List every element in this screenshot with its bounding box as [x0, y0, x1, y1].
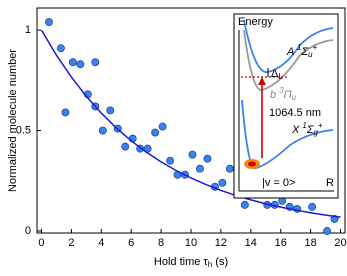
data-point: [98, 126, 107, 135]
data-point: [106, 106, 115, 115]
delta-label: ΔL: [271, 68, 283, 81]
state-mult: 1: [297, 43, 301, 52]
delta-sub: L: [278, 72, 283, 81]
state-label: b 3Πu: [270, 86, 297, 102]
state-letter: A: [286, 46, 297, 58]
molecule-core: [248, 161, 256, 167]
data-point: [240, 200, 249, 209]
state-sub: g: [313, 128, 318, 137]
data-point: [166, 156, 175, 165]
arrow-head: [258, 77, 266, 85]
state-label: A 1Σu+: [286, 43, 318, 59]
state-sub: u: [308, 50, 313, 59]
x-tick-label: 14: [245, 237, 257, 249]
inset-r-label: R: [326, 177, 334, 189]
data-point: [68, 58, 77, 67]
a-curve: [243, 19, 334, 73]
x-tick-label: 6: [128, 237, 134, 249]
data-point: [91, 58, 100, 67]
state-mult: 1: [302, 121, 306, 130]
state-symbol: Σ: [300, 46, 308, 58]
state-letter: b: [270, 89, 279, 101]
x-axis-label: Hold time τh (s): [154, 256, 228, 269]
b-curve: [243, 29, 334, 91]
x-tick-label: 16: [275, 237, 287, 249]
x-tick-label: 12: [215, 237, 227, 249]
state-label: X 1Σg+: [291, 121, 323, 137]
y-tick-label: 1: [25, 24, 31, 36]
inset-energy-label: Energy: [238, 16, 273, 28]
x-label-sub: h: [208, 260, 212, 269]
y-tick-label: 0.5: [16, 124, 31, 136]
x-tick-label: 10: [185, 237, 197, 249]
x-label-text: Hold time τ: [154, 256, 209, 268]
ket-label: |v = 0>: [262, 177, 295, 189]
x-tick-label: 18: [304, 237, 316, 249]
x-tick-label: 20: [334, 237, 346, 249]
data-point: [196, 164, 204, 173]
data-point: [225, 164, 234, 173]
delta-symbol: Δ: [271, 68, 279, 80]
wavelength-label: 1064.5 nm: [269, 107, 321, 119]
data-point: [203, 154, 212, 163]
y-tick-label: 0: [25, 225, 31, 237]
data-point: [56, 44, 65, 53]
y-axis-label: Normalized molecule number: [7, 49, 19, 192]
state-letter: X: [291, 124, 302, 136]
x-curve: [241, 99, 334, 169]
state-sup: +: [313, 43, 318, 52]
state-mult: 3: [279, 86, 284, 95]
data-point: [151, 128, 160, 137]
state-symbol: Σ: [306, 124, 314, 136]
data-point: [121, 142, 130, 151]
data-point: [158, 122, 167, 131]
data-point: [76, 60, 85, 69]
data-point: [45, 18, 53, 27]
data-point: [188, 150, 197, 159]
state-sub: u: [292, 93, 297, 102]
state-sup: +: [318, 121, 323, 130]
fit-line: [40, 29, 341, 218]
x-tick-label: 0: [38, 237, 44, 249]
data-point: [308, 202, 317, 211]
data-point: [323, 227, 332, 235]
state-symbol: Π: [284, 89, 292, 101]
data-point: [218, 178, 227, 187]
data-point: [61, 108, 70, 117]
x-tick-label: 2: [68, 237, 74, 249]
x-tick-label: 4: [98, 237, 104, 249]
x-label-unit: (s): [212, 256, 228, 268]
x-tick-label: 8: [158, 237, 164, 249]
